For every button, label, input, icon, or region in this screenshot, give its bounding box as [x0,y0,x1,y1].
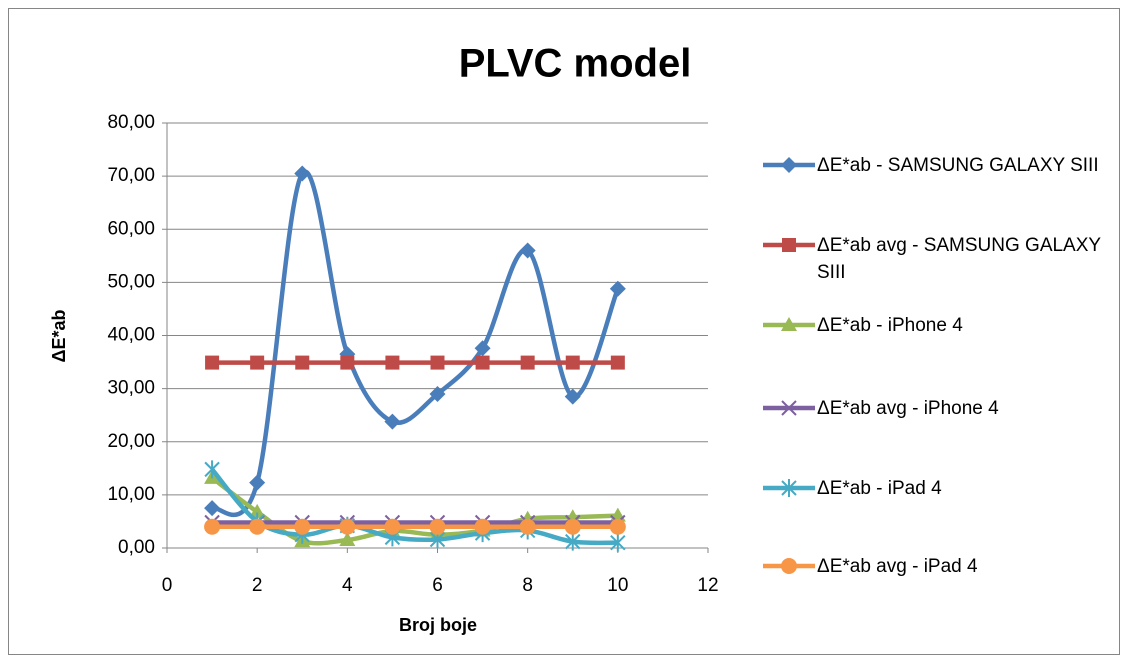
chart-border [8,8,1120,655]
x-tick-label: 2 [252,575,263,596]
marker [609,518,626,535]
x-tick-label: 4 [342,575,353,596]
x-tick-label: 10 [607,575,628,596]
marker [249,474,266,491]
marker [565,355,580,370]
marker [520,355,535,370]
y-tick-label: 0,00 [118,537,155,558]
marker [429,385,446,402]
marker [384,413,401,430]
marker [519,518,536,535]
legend-marker [781,558,797,574]
marker [294,165,311,182]
x-tick-label: 12 [697,575,718,596]
legend-marker [781,317,797,331]
legend-marker [782,238,796,252]
marker [294,518,311,535]
legend-label: ΔE*ab - iPad 4 [817,478,942,499]
y-tick-label: 10,00 [107,484,155,505]
legend-label: ΔE*ab avg - SAMSUNG GALAXY SIII [817,235,1101,283]
marker [564,518,581,535]
y-tick-label: 70,00 [107,165,155,186]
marker [385,355,400,370]
marker [429,518,446,535]
legend-label: ΔE*ab - iPhone 4 [817,315,963,336]
marker [430,355,445,370]
marker [204,518,221,535]
marker [610,355,625,370]
marker [610,533,626,552]
y-tick-label: 40,00 [107,325,155,346]
marker [564,388,581,405]
marker [249,518,266,535]
marker [250,355,265,370]
legend-marker [781,157,797,173]
legend-label: ΔE*ab - SAMSUNG GALAXY SIII [817,155,1099,176]
x-axis-title: Broj boje [399,615,477,635]
y-tick-label: 50,00 [107,271,155,292]
marker [205,355,220,370]
marker [474,340,491,357]
marker [475,355,490,370]
legend-marker [781,479,797,497]
legend-label: ΔE*ab avg - iPad 4 [817,556,978,577]
marker [339,532,356,547]
legend-label: ΔE*ab avg - iPhone 4 [817,398,999,419]
y-axis-title: ΔE*ab [49,310,69,363]
marker [339,518,356,535]
y-tick-label: 60,00 [107,218,155,239]
x-tick-label: 0 [162,575,173,596]
marker [565,532,581,551]
y-tick-label: 80,00 [107,112,155,133]
x-tick-label: 8 [522,575,533,596]
y-tick-label: 30,00 [107,378,155,399]
marker [384,518,401,535]
marker [249,503,266,518]
legend-marker [781,400,797,416]
chart-title: PLVC model [459,42,692,86]
marker [204,500,221,517]
y-tick-label: 20,00 [107,431,155,452]
x-tick-label: 6 [432,575,443,596]
marker [204,460,220,479]
marker [340,355,355,370]
marker [609,280,626,297]
marker [295,355,310,370]
series-line [210,467,618,546]
marker [519,242,536,259]
marker [474,518,491,535]
